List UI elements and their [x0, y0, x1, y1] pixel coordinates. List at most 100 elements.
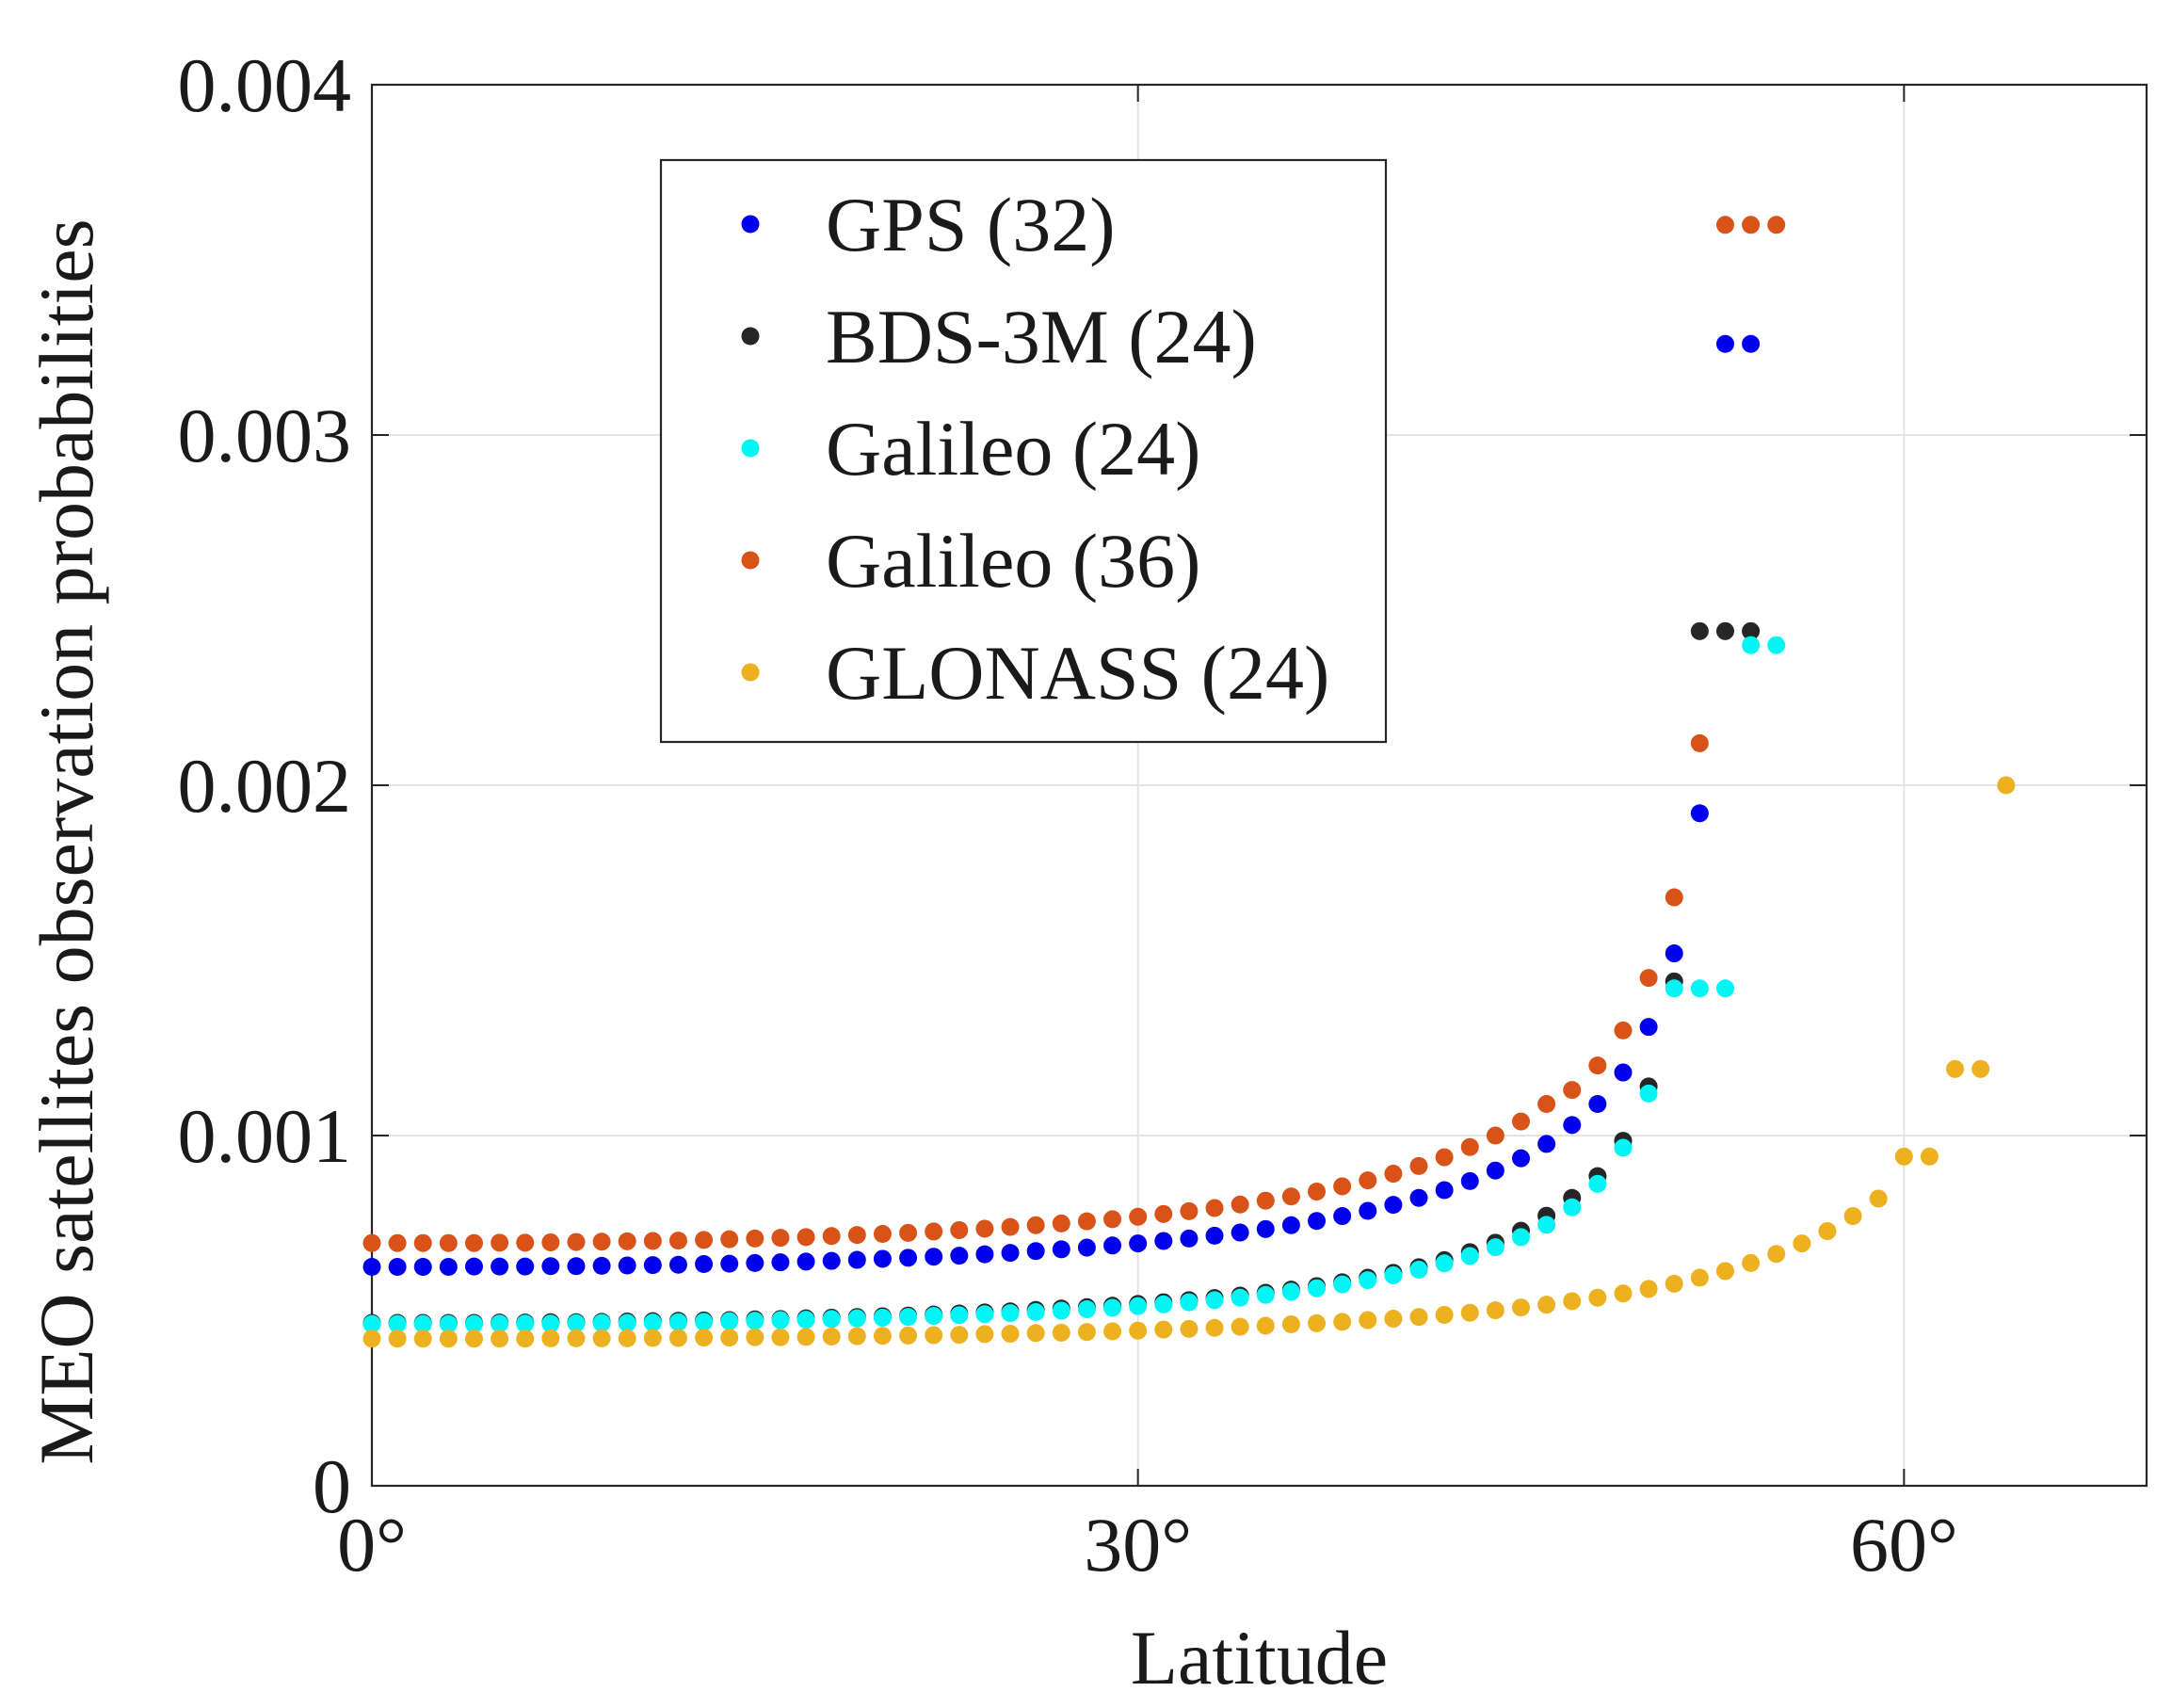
- data-point: [950, 1220, 969, 1239]
- data-point: [1690, 621, 1709, 640]
- data-point: [1512, 1149, 1531, 1168]
- data-point: [1946, 1059, 1965, 1078]
- data-point: [847, 1226, 866, 1245]
- data-point: [847, 1309, 866, 1328]
- data-point: [643, 1329, 662, 1347]
- data-point: [1435, 1305, 1454, 1324]
- data-point: [516, 1233, 535, 1252]
- data-point: [413, 1233, 432, 1252]
- data-point: [1715, 621, 1734, 640]
- data-point: [668, 1313, 687, 1331]
- x-tick-label: 30°: [1084, 1502, 1192, 1587]
- data-point: [592, 1329, 611, 1347]
- data-point: [1588, 1288, 1607, 1307]
- data-point: [975, 1305, 994, 1324]
- data-point: [975, 1245, 994, 1264]
- data-point: [643, 1313, 662, 1332]
- data-point: [413, 1258, 432, 1276]
- data-point: [439, 1329, 458, 1348]
- data-point: [618, 1329, 636, 1347]
- data-point: [491, 1329, 509, 1348]
- data-point: [1205, 1226, 1224, 1245]
- data-point: [1512, 1112, 1531, 1131]
- data-point: [1614, 1284, 1633, 1303]
- data-point: [413, 1329, 432, 1348]
- data-point: [1256, 1316, 1275, 1335]
- data-point: [1563, 1081, 1582, 1100]
- data-point: [1409, 1308, 1428, 1327]
- data-point: [796, 1252, 815, 1271]
- data-point: [822, 1251, 841, 1270]
- data-point: [771, 1328, 790, 1346]
- data-point: [1052, 1323, 1070, 1342]
- data-point: [1180, 1201, 1199, 1220]
- data-point: [541, 1329, 560, 1347]
- data-point: [1435, 1254, 1454, 1273]
- data-point: [1715, 979, 1734, 998]
- data-point: [1281, 1187, 1300, 1206]
- data-point: [847, 1250, 866, 1269]
- data-point: [362, 1233, 381, 1252]
- data-point: [1767, 1245, 1786, 1264]
- legend-box: [659, 158, 1388, 744]
- data-point: [1154, 1204, 1173, 1223]
- data-point: [1665, 1274, 1683, 1293]
- data-point: [1767, 636, 1786, 654]
- data-point: [1384, 1310, 1403, 1329]
- data-point: [1486, 1301, 1504, 1320]
- data-point: [1512, 1298, 1531, 1317]
- data-point: [925, 1307, 943, 1326]
- data-point: [1409, 1260, 1428, 1279]
- data-point: [1639, 1280, 1658, 1298]
- legend-marker: [741, 439, 760, 458]
- data-point: [1001, 1325, 1020, 1344]
- data-point: [1715, 216, 1734, 234]
- data-point: [1154, 1232, 1173, 1250]
- data-point: [1308, 1183, 1327, 1201]
- data-point: [1359, 1271, 1377, 1290]
- data-point: [899, 1308, 918, 1327]
- legend-label: Galileo (24): [826, 406, 1200, 491]
- data-points: [362, 216, 2016, 1348]
- data-point: [925, 1222, 943, 1241]
- data-point: [1308, 1212, 1327, 1231]
- data-point: [388, 1233, 407, 1252]
- data-point: [771, 1229, 790, 1248]
- data-point: [1588, 1095, 1607, 1114]
- data-point: [491, 1257, 509, 1276]
- data-point: [873, 1225, 892, 1244]
- data-point: [388, 1258, 407, 1276]
- data-point: [1256, 1219, 1275, 1238]
- data-point: [925, 1248, 943, 1266]
- data-point: [1588, 1174, 1607, 1193]
- data-point: [1894, 1147, 1913, 1166]
- data-point: [491, 1233, 509, 1252]
- data-point: [592, 1233, 611, 1251]
- data-point: [1154, 1320, 1173, 1339]
- data-point: [1486, 1161, 1504, 1180]
- data-point: [1793, 1234, 1811, 1253]
- data-point: [567, 1233, 586, 1251]
- data-point: [1435, 1181, 1454, 1200]
- data-point: [1409, 1156, 1428, 1175]
- data-point: [1077, 1300, 1096, 1319]
- data-point: [1001, 1244, 1020, 1263]
- data-point: [1333, 1275, 1352, 1294]
- series-4: [362, 776, 2016, 1348]
- legend-label: BDS-3M (24): [826, 294, 1257, 379]
- data-point: [439, 1233, 458, 1252]
- data-point: [950, 1306, 969, 1325]
- y-axis-label: MEO satellites observation probabilities: [24, 218, 109, 1464]
- data-point: [1486, 1238, 1504, 1257]
- data-point: [388, 1314, 407, 1333]
- data-point: [1077, 1323, 1096, 1342]
- data-point: [1639, 1084, 1658, 1103]
- data-point: [1639, 969, 1658, 988]
- data-point: [1281, 1216, 1300, 1234]
- series-3: [362, 216, 1786, 1252]
- data-point: [1742, 334, 1761, 353]
- data-point: [1231, 1223, 1249, 1242]
- data-point: [1460, 1137, 1479, 1156]
- y-tick-label: 0.004: [178, 42, 352, 128]
- data-point: [950, 1326, 969, 1345]
